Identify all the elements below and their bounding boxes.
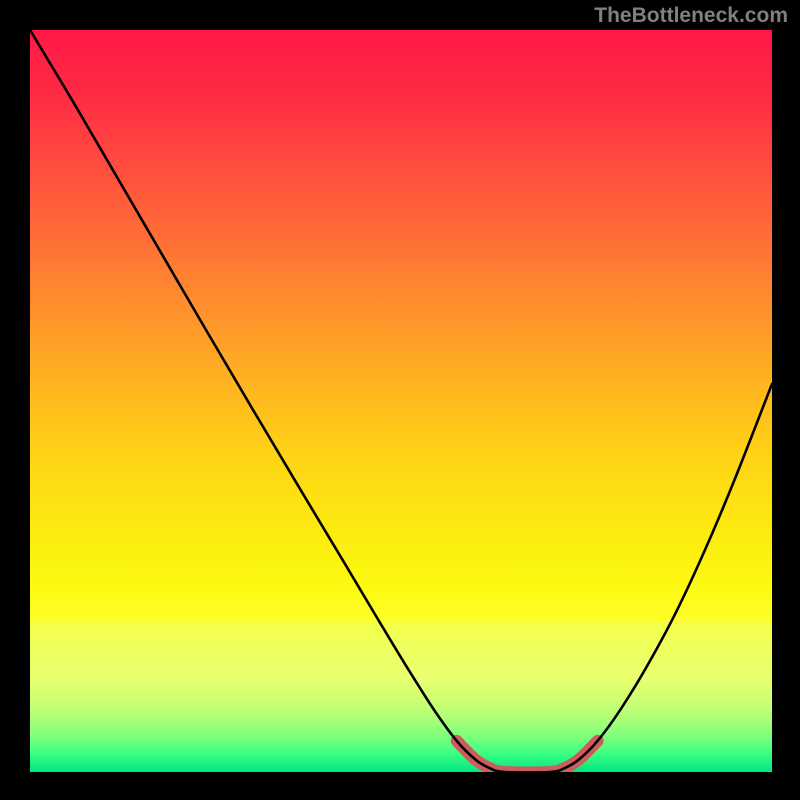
chart-canvas: TheBottleneck.com [0, 0, 800, 800]
bottleneck-chart [0, 0, 800, 800]
watermark-text: TheBottleneck.com [594, 4, 788, 28]
